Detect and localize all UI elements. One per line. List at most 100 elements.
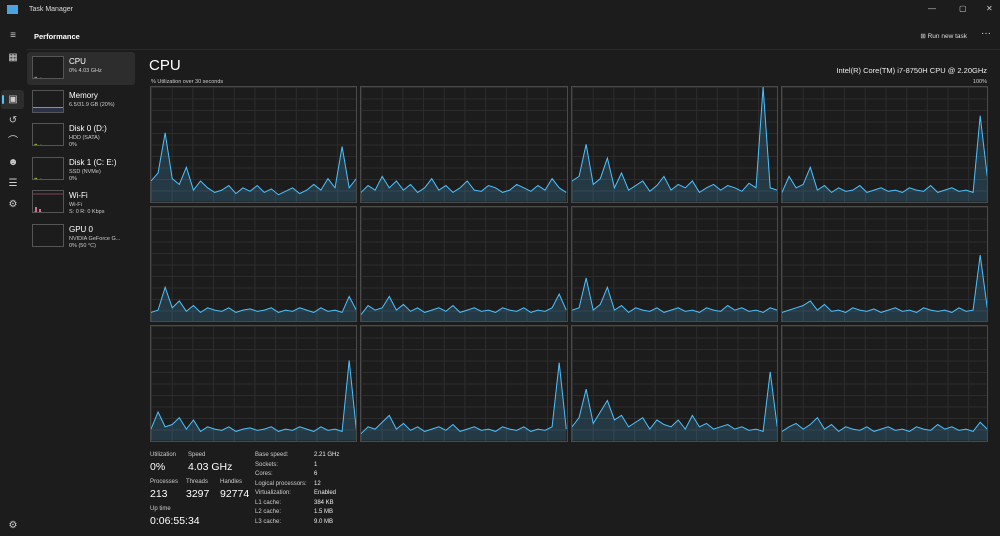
resource-detail: 6.5/31.9 GB (20%) xyxy=(69,101,115,108)
core-graph-2 xyxy=(570,86,778,203)
performance-icon[interactable]: ▣ xyxy=(8,94,18,105)
resource-detail-2: 0% xyxy=(69,142,77,148)
resource-detail: HDD (SATA) xyxy=(69,135,100,141)
core-utilization-line xyxy=(151,287,356,312)
resource-list: CPU 0% 4.03 GHz Memory 6.5/31.9 GB (20%)… xyxy=(27,52,135,253)
spec-label: Logical processors: xyxy=(255,480,307,487)
spec-value: 1 xyxy=(314,461,318,468)
resource-thumbnail-graph xyxy=(32,190,64,213)
core-utilization-line xyxy=(782,116,987,193)
core-utilization-area xyxy=(361,362,567,441)
run-new-task-button[interactable]: ⊞ Run new task xyxy=(920,32,967,40)
resource-detail: 0% 4.03 GHz xyxy=(69,68,102,74)
uptime-value: 0:06:55:34 xyxy=(150,515,200,527)
graph-label: % Utilization over 30 seconds xyxy=(151,79,224,85)
core-graph-3 xyxy=(780,86,988,203)
nav-selected-indicator xyxy=(2,95,4,104)
minimize-button[interactable]: — xyxy=(928,4,936,13)
resource-item-gpu-0[interactable]: GPU 0 NVIDIA GeForce G... 0% (50 °C) xyxy=(27,220,135,253)
threads-value: 3297 xyxy=(186,488,210,500)
core-graph-10 xyxy=(570,325,778,442)
spec-value: Enabled xyxy=(314,490,337,496)
resource-item-disk-0-d[interactable]: Disk 0 (D:) HDD (SATA) 0% xyxy=(27,119,135,152)
details-icon[interactable]: ☰ xyxy=(8,178,18,189)
spec-label: L3 cache: xyxy=(255,518,282,525)
app-history-icon[interactable]: ↺ xyxy=(8,115,18,126)
handles-label: Handles xyxy=(220,479,243,485)
resource-detail-2: 0% (50 °C) xyxy=(69,242,96,249)
core-utilization-area xyxy=(781,254,987,322)
resource-detail-2: S: 0 R: 0 Kbps xyxy=(69,209,105,215)
spec-value: 9.0 MB xyxy=(314,518,334,525)
users-icon[interactable]: ☻ xyxy=(7,157,19,168)
core-utilization-area xyxy=(151,360,357,441)
core-utilization-line xyxy=(782,418,987,432)
core-utilization-line xyxy=(361,363,566,434)
speed-value: 4.03 GHz xyxy=(188,461,233,473)
core-graph-5 xyxy=(360,205,568,323)
core-utilization-area xyxy=(151,286,357,322)
core-utilization-line xyxy=(151,361,356,432)
settings-icon[interactable]: ⚙ xyxy=(8,520,18,531)
resource-thumbnail-graph xyxy=(32,56,64,79)
resource-thumbnail-graph xyxy=(32,123,64,146)
logical-processor-graphs xyxy=(150,86,988,442)
core-utilization-line xyxy=(572,87,777,192)
resource-name: Memory xyxy=(69,90,98,100)
core-utilization-area xyxy=(361,176,567,202)
resource-thumbnail-graph xyxy=(32,156,64,180)
window-title: Task Manager xyxy=(29,6,73,13)
spec-value: 12 xyxy=(314,480,321,487)
core-utilization-line xyxy=(151,133,356,195)
task-manager-logo-icon xyxy=(7,5,18,14)
resource-name: Disk 1 (C: E:) xyxy=(69,157,117,167)
services-icon[interactable]: ⚙ xyxy=(8,199,18,210)
graph-max-label: 100% xyxy=(972,79,987,85)
spec-label: L1 cache: xyxy=(255,499,282,506)
core-utilization-area xyxy=(781,115,987,202)
resource-detail: NVIDIA GeForce G... xyxy=(69,235,121,242)
title-bar: Task Manager — ▢ ✕ xyxy=(0,0,1000,22)
core-graph-0 xyxy=(150,86,358,203)
core-graph-11 xyxy=(780,325,988,442)
uptime-label: Up time xyxy=(150,506,171,512)
core-graph-8 xyxy=(150,325,358,442)
maximize-button[interactable]: ▢ xyxy=(959,4,967,13)
core-graph-1 xyxy=(360,86,568,203)
close-button[interactable]: ✕ xyxy=(986,4,993,13)
resource-item-cpu[interactable]: CPU 0% 4.03 GHz xyxy=(27,52,135,85)
more-options-button[interactable]: ··· xyxy=(981,28,991,39)
core-graph-9 xyxy=(360,325,568,442)
resource-name: CPU xyxy=(69,57,86,66)
cpu-model: Intel(R) Core(TM) i7-8750H CPU @ 2.20GHz xyxy=(836,66,987,75)
run-new-task-label: Run new task xyxy=(927,33,967,40)
resource-item-wi-fi[interactable]: Wi-Fi Wi-Fi S: 0 R: 0 Kbps xyxy=(27,186,135,219)
processes-value: 213 xyxy=(150,488,168,500)
spec-label: Cores: xyxy=(255,471,273,477)
core-graph-7 xyxy=(780,205,988,323)
resource-item-disk-1-c-e[interactable]: Disk 1 (C: E:) SSD (NVMe) 0% xyxy=(27,153,135,186)
nav-selected-bg xyxy=(1,90,24,109)
nav-rail: ≡ ▦ ▣ ↺ ⌒ ☻ ☰ ⚙ ⚙ xyxy=(0,22,26,536)
spec-value: 384 KB xyxy=(314,499,334,506)
core-utilization-area xyxy=(571,277,777,322)
processes-icon[interactable]: ▦ xyxy=(8,52,18,63)
spec-label: Virtualization: xyxy=(255,490,291,496)
spec-label: L2 cache: xyxy=(255,509,282,515)
speed-label: Speed xyxy=(188,452,206,458)
threads-label: Threads xyxy=(186,479,209,485)
utilization-value: 0% xyxy=(150,461,166,473)
resource-title: CPU xyxy=(149,57,181,74)
run-task-icon: ⊞ xyxy=(920,33,928,40)
resource-item-memory[interactable]: Memory 6.5/31.9 GB (20%) xyxy=(27,86,135,119)
handles-value: 92774 xyxy=(220,488,250,500)
spec-value: 6 xyxy=(314,471,318,477)
startup-apps-icon[interactable]: ⌒ xyxy=(8,136,18,147)
resource-name: GPU 0 xyxy=(69,224,94,234)
resource-thumbnail-graph xyxy=(32,223,64,247)
page-title: Performance xyxy=(34,32,80,41)
core-utilization-line xyxy=(361,294,566,315)
hamburger-icon[interactable]: ≡ xyxy=(10,30,16,41)
processes-label: Processes xyxy=(150,479,179,485)
resource-name: Wi-Fi xyxy=(69,191,88,200)
